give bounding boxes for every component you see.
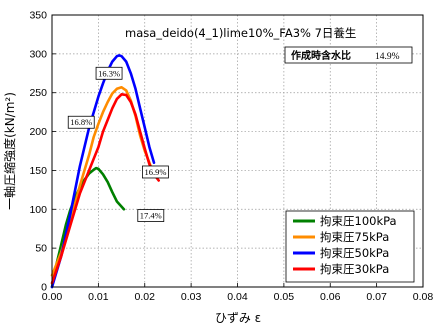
- legend-label: 拘束圧75kPa: [320, 230, 389, 244]
- annotation-label: 17.4%: [137, 209, 165, 222]
- x-tick-label: 0.02: [135, 291, 156, 303]
- annotation-box: [95, 66, 123, 80]
- annotation-text: 16.3%: [98, 68, 120, 78]
- info-box: 作成時含水比 14.9%: [284, 46, 413, 64]
- annotation-text: 17.4%: [140, 211, 162, 221]
- annotation-label: 16.9%: [142, 165, 169, 179]
- x-tick-label: 0.06: [320, 291, 341, 303]
- legend-label: 拘束圧100kPa: [320, 214, 397, 228]
- x-tick-label: 0.08: [413, 291, 433, 303]
- legend: 拘束圧100kPa 拘束圧75kPa 拘束圧50kPa 拘束圧30kPa: [285, 210, 415, 283]
- y-tick-label: 0: [41, 282, 47, 294]
- y-tick-label: 150: [29, 165, 47, 177]
- info-box-frame: [284, 46, 413, 64]
- annotation-box: [142, 165, 169, 179]
- y-tick-label: 350: [29, 10, 47, 22]
- y-tick-label: 200: [29, 126, 47, 138]
- legend-label: 拘束圧30kPa: [320, 262, 389, 276]
- annotation-labels: 16.3% 16.8% 16.9% 17.4%: [67, 66, 169, 222]
- x-axis-title: ひずみ ε: [215, 311, 261, 325]
- axis-ticks: 0.00 0.01 0.02 0.03 0.04 0.05 0.06 0.07 0.08 0 50 1…: [29, 10, 433, 304]
- legend-label: 拘束圧50kPa: [320, 246, 389, 260]
- series-line: [50, 166, 126, 289]
- chart-title: masa_deido(4_1)lime10%_FA3% 7日養生: [125, 26, 356, 40]
- annotation-text: 16.9%: [144, 167, 166, 177]
- x-tick-label: 0.00: [42, 291, 63, 303]
- annotation-label: 16.3%: [95, 66, 123, 80]
- annotation-label: 16.8%: [67, 115, 95, 129]
- y-tick-label: 250: [29, 87, 47, 99]
- info-box-value: 14.9%: [375, 52, 400, 62]
- x-tick-label: 0.07: [366, 291, 387, 303]
- info-box-label: 作成時含水比: [291, 49, 351, 62]
- series-line: [50, 54, 156, 289]
- y-tick-label: 300: [29, 48, 47, 60]
- annotation-box: [137, 209, 165, 222]
- y-tick-label: 50: [35, 243, 47, 255]
- x-tick-label: 0.05: [274, 291, 295, 303]
- series-line: [50, 93, 160, 285]
- annotation-box: [67, 115, 95, 129]
- series-lines: [50, 54, 160, 289]
- x-tick-label: 0.01: [88, 291, 109, 303]
- x-tick-label: 0.03: [181, 291, 202, 303]
- x-tick-label: 0.04: [227, 291, 248, 303]
- y-axis-title: 一軸圧縮強度(kN/m²): [2, 92, 17, 210]
- y-tick-label: 100: [29, 204, 47, 216]
- annotation-text: 16.8%: [70, 117, 92, 127]
